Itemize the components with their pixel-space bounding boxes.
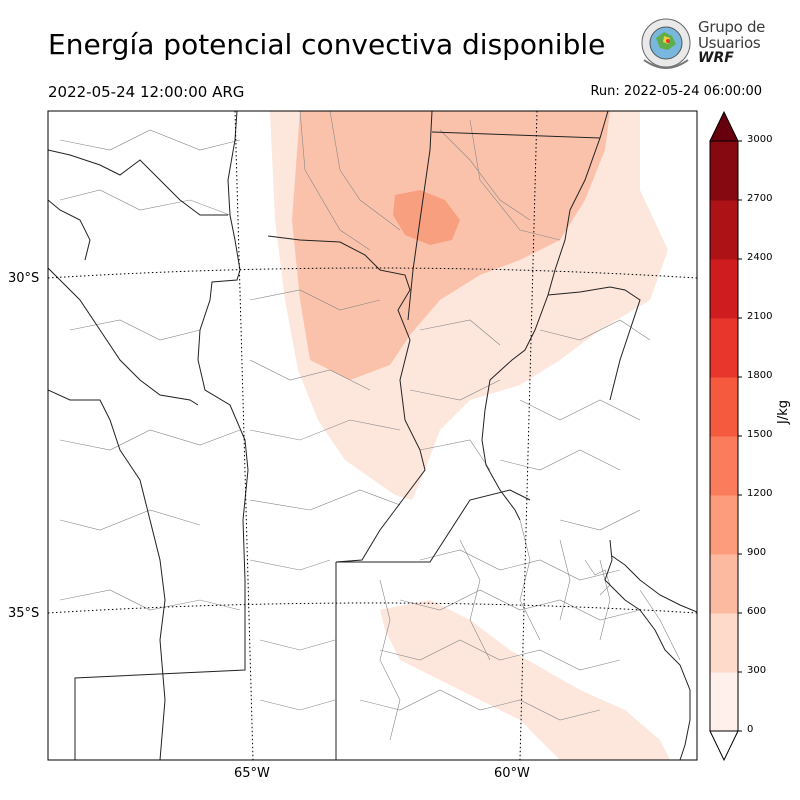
colorbar <box>709 110 742 762</box>
department-boundaries <box>59 111 681 741</box>
colorbar-bin <box>710 141 738 201</box>
colorbar-bin <box>710 495 738 555</box>
colorbar-bin <box>710 259 738 319</box>
colorbar-tick-label: 0 <box>747 724 754 735</box>
grupo-usuarios-wrf-logo: Grupo de Usuarios WRF <box>638 16 766 72</box>
colorbar-bin <box>710 554 738 614</box>
cape-region-mid <box>292 111 610 380</box>
colorbar-tick-label: 1800 <box>747 370 773 381</box>
cape-field <box>270 111 670 760</box>
globe-icon <box>641 18 691 69</box>
lon-label-60w: 60°W <box>494 766 530 781</box>
valid-time: 2022-05-24 12:00:00 ARG <box>48 83 245 101</box>
colorbar-bin <box>710 436 738 496</box>
colorbar-tick-label: 1200 <box>747 488 773 499</box>
colorbar-tick-label: 2400 <box>747 252 773 263</box>
colorbar-extend-max <box>709 110 739 142</box>
coastline <box>604 539 697 760</box>
colorbar-bin <box>710 318 738 378</box>
graticule <box>48 111 697 760</box>
colorbar-tick-label: 3000 <box>747 134 773 145</box>
colorbar-bin <box>710 672 738 732</box>
colorbar-tick-label: 1500 <box>747 429 773 440</box>
lat-label-35s: 35°S <box>8 606 40 621</box>
colorbar-tick-label: 2700 <box>747 193 773 204</box>
logo-text-line2: Usuarios <box>698 34 761 52</box>
province-boundaries <box>48 111 641 760</box>
lat-label-30s: 30°S <box>8 271 40 286</box>
colorbar-extend-min <box>709 730 739 762</box>
cape-region-south <box>380 600 670 760</box>
colorbar-tick-label: 600 <box>747 606 767 617</box>
cape-region-high <box>393 190 460 245</box>
map-title: Energía potencial convectiva disponible <box>48 28 606 61</box>
colorbar-bin <box>710 613 738 673</box>
logo-text-line3: WRF <box>698 50 734 66</box>
colorbar-bin <box>710 200 738 260</box>
colorbar-unit-label: J/kg <box>776 400 791 424</box>
colorbar-tick-label: 900 <box>747 547 767 558</box>
run-time: Run: 2022-05-24 06:00:00 <box>590 84 762 99</box>
colorbar-tick-label: 300 <box>747 665 767 676</box>
colorbar-tick-label: 2100 <box>747 311 773 322</box>
map-frame <box>47 110 698 761</box>
colorbar-bin <box>710 377 738 437</box>
lon-label-65w: 65°W <box>234 766 270 781</box>
logo-text-line1: Grupo de <box>698 18 766 36</box>
